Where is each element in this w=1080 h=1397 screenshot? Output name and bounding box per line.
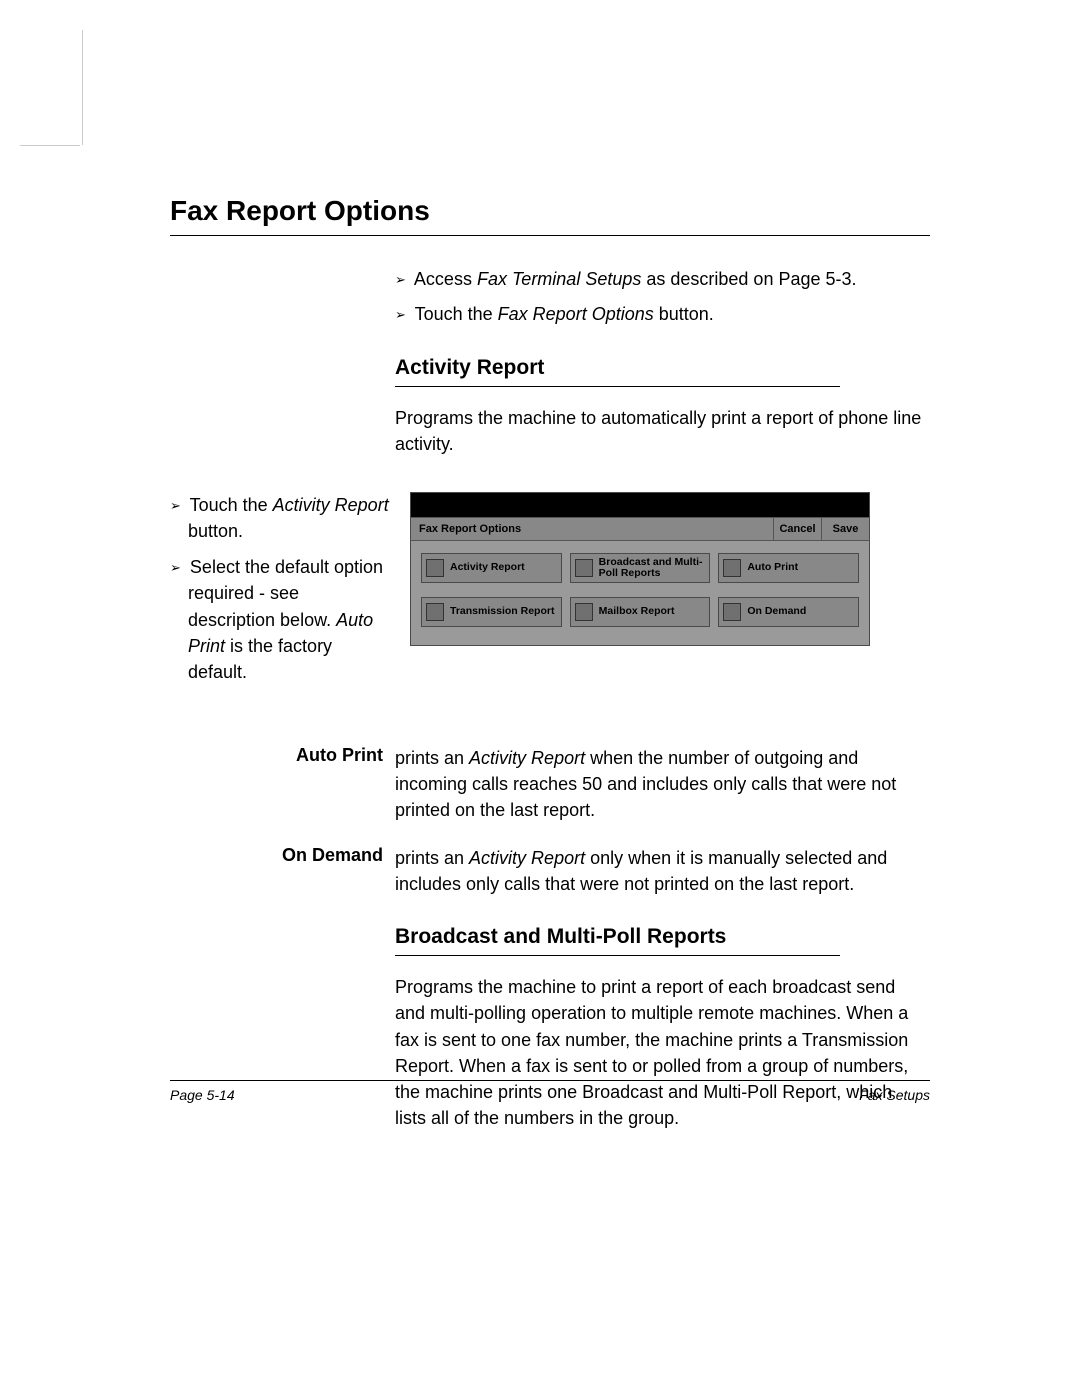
text: prints an bbox=[395, 848, 469, 868]
section-paragraph: Programs the machine to print a report o… bbox=[395, 974, 925, 1131]
section-heading: Activity Report bbox=[395, 356, 840, 387]
button-label: On Demand bbox=[747, 606, 806, 618]
intro-steps: ➢ Access Fax Terminal Setups as describe… bbox=[395, 266, 930, 328]
button-label: Auto Print bbox=[747, 562, 798, 574]
text: Access bbox=[414, 269, 477, 289]
side-step-2: ➢ Select the default option required - s… bbox=[170, 554, 390, 684]
arrow-icon: ➢ bbox=[170, 498, 181, 513]
panel-header-title: Fax Report Options bbox=[411, 518, 773, 540]
button-icon bbox=[575, 603, 593, 621]
intro-step-1: ➢ Access Fax Terminal Setups as describe… bbox=[395, 266, 930, 293]
mailbox-report-button[interactable]: Mailbox Report bbox=[570, 597, 711, 627]
button-icon bbox=[426, 559, 444, 577]
text: prints an bbox=[395, 748, 469, 768]
definition-body: prints an Activity Report only when it i… bbox=[395, 845, 915, 897]
text: Touch the bbox=[415, 304, 498, 324]
screenshot-figure: Fax Report Options Cancel Save Activity … bbox=[410, 492, 930, 646]
text-em: Fax Terminal Setups bbox=[477, 269, 641, 289]
crop-mark-vertical bbox=[82, 30, 83, 145]
panel-body: Activity Report Broadcast and Multi-Poll… bbox=[411, 541, 869, 645]
text: button. bbox=[654, 304, 714, 324]
definition-term: Auto Print bbox=[170, 745, 395, 823]
arrow-icon: ➢ bbox=[170, 560, 181, 575]
activity-report-button[interactable]: Activity Report bbox=[421, 553, 562, 583]
section-heading: Broadcast and Multi-Poll Reports bbox=[395, 925, 840, 956]
text: button. bbox=[188, 521, 243, 541]
auto-print-button[interactable]: Auto Print bbox=[718, 553, 859, 583]
button-label: Broadcast and Multi-Poll Reports bbox=[599, 557, 706, 580]
panel-header: Fax Report Options Cancel Save bbox=[411, 517, 869, 541]
side-steps: ➢ Touch the Activity Report button. ➢ Se… bbox=[170, 492, 390, 695]
button-icon bbox=[723, 559, 741, 577]
footer-section-name: Fax Setups bbox=[859, 1087, 930, 1103]
save-button[interactable]: Save bbox=[821, 518, 869, 540]
page-title: Fax Report Options bbox=[170, 195, 930, 236]
definition-on-demand: On Demand prints an Activity Report only… bbox=[170, 845, 930, 897]
section-paragraph: Programs the machine to automatically pr… bbox=[395, 405, 925, 457]
side-step-1: ➢ Touch the Activity Report button. bbox=[170, 492, 390, 544]
text-em: Fax Report Options bbox=[498, 304, 654, 324]
text-em: Activity Report bbox=[469, 748, 585, 768]
definition-list: Auto Print prints an Activity Report whe… bbox=[170, 745, 930, 897]
button-icon bbox=[575, 559, 593, 577]
cancel-button[interactable]: Cancel bbox=[773, 518, 821, 540]
definition-body: prints an Activity Report when the numbe… bbox=[395, 745, 915, 823]
text: as described on Page 5-3. bbox=[641, 269, 856, 289]
panel-titlebar bbox=[411, 493, 869, 517]
on-demand-button[interactable]: On Demand bbox=[718, 597, 859, 627]
broadcast-multipoll-button[interactable]: Broadcast and Multi-Poll Reports bbox=[570, 553, 711, 583]
intro-step-2: ➢ Touch the Fax Report Options button. bbox=[395, 301, 930, 328]
button-label: Mailbox Report bbox=[599, 606, 675, 618]
transmission-report-button[interactable]: Transmission Report bbox=[421, 597, 562, 627]
arrow-icon: ➢ bbox=[395, 307, 406, 322]
crop-mark-horizontal bbox=[20, 145, 80, 146]
fax-options-panel: Fax Report Options Cancel Save Activity … bbox=[410, 492, 870, 646]
button-icon bbox=[723, 603, 741, 621]
text: Touch the bbox=[190, 495, 273, 515]
text-em: Activity Report bbox=[273, 495, 389, 515]
text-em: Activity Report bbox=[469, 848, 585, 868]
arrow-icon: ➢ bbox=[395, 272, 406, 287]
definition-auto-print: Auto Print prints an Activity Report whe… bbox=[170, 745, 930, 823]
page-footer: Page 5-14 Fax Setups bbox=[170, 1080, 930, 1103]
footer-page-number: Page 5-14 bbox=[170, 1087, 235, 1103]
button-label: Transmission Report bbox=[450, 606, 554, 618]
button-icon bbox=[426, 603, 444, 621]
definition-term: On Demand bbox=[170, 845, 395, 897]
page-content: Fax Report Options ➢ Access Fax Terminal… bbox=[170, 195, 930, 1151]
button-label: Activity Report bbox=[450, 562, 525, 574]
